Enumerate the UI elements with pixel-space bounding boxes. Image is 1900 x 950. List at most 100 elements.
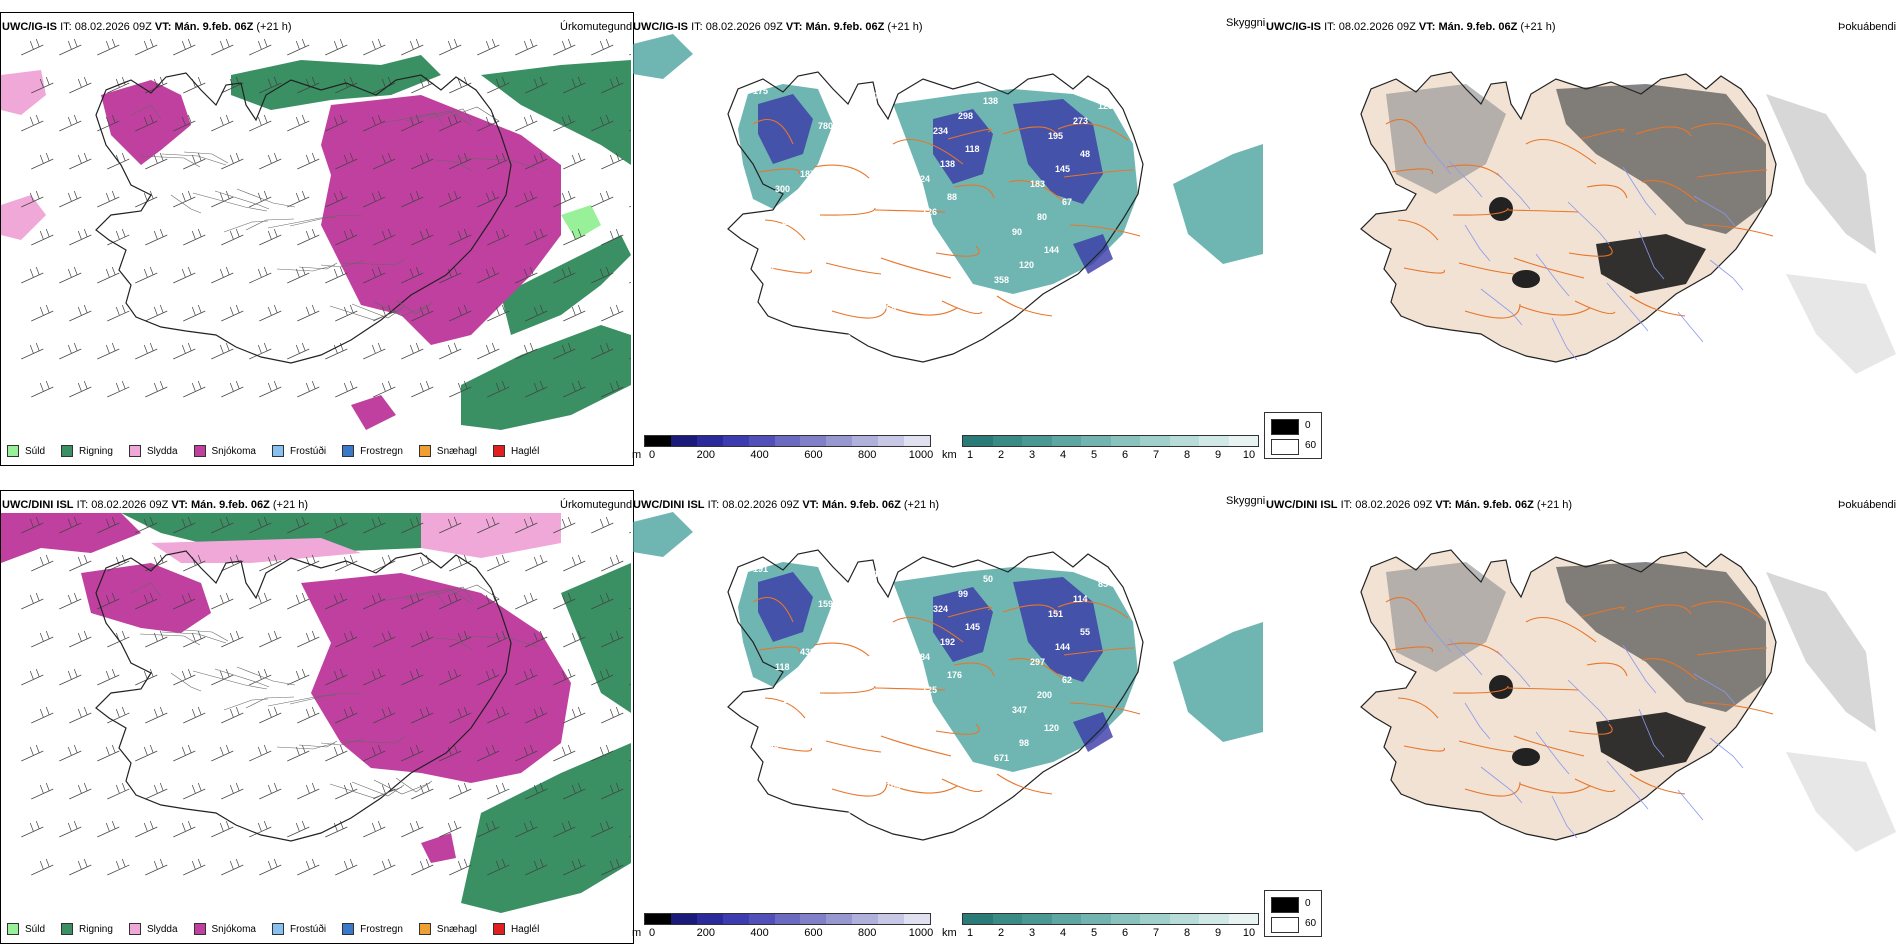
- colorbar-segment: [992, 914, 1022, 924]
- panel-title-vis-0: Skyggni: [1226, 17, 1266, 29]
- model-name: UWC/IG-IS: [1266, 21, 1321, 33]
- visibility-value-label: 509: [976, 323, 991, 333]
- precip-type-panel-1: Súld Rigning Slydda Snjókoma Frostúði Frostre…: [0, 490, 634, 944]
- visibility-value-label: 355: [1001, 308, 1016, 318]
- valid-time: Mán. 9.feb. 06Z: [190, 499, 270, 511]
- fog-key-label: 60: [1305, 918, 1317, 929]
- map-title-1b: UWC/DINI ISL IT: 08.02.2026 09Z VT: Mán.…: [633, 499, 939, 512]
- height-colorbar-0: m 0 200 400 600 800 1000: [632, 435, 934, 465]
- visibility-value-label: 98: [1019, 738, 1029, 748]
- visibility-value-label: 176: [947, 670, 962, 680]
- colorbar-tick: 10: [1242, 449, 1256, 461]
- legend-swatch: [418, 445, 431, 457]
- legend-item: Haglél: [492, 445, 539, 457]
- colorbar-segment: [1051, 914, 1081, 924]
- panel-title-precip-1: Úrkomutegund: [560, 499, 633, 511]
- model-name: UWC/DINI ISL: [1266, 499, 1338, 511]
- height-colorbar-1: m 0 200 400 600 800 1000: [632, 913, 934, 943]
- visibility-value-label: 80: [1037, 212, 1047, 222]
- legend-item: Haglél: [492, 923, 539, 935]
- visibility-value-label: 358: [994, 275, 1009, 285]
- colorbar-tick: 800: [858, 927, 877, 939]
- legend-item: Snjókoma: [193, 923, 256, 935]
- legend-item: Slydda: [128, 923, 178, 935]
- legend-label: Slydda: [146, 445, 178, 457]
- visibility-value-label: 226: [1116, 313, 1131, 323]
- colorbar-segment: [878, 436, 905, 446]
- valid-label: VT:: [1435, 499, 1452, 511]
- issue-time: 08.02.2026 09Z: [91, 499, 169, 511]
- colorbar-segment: [696, 436, 723, 446]
- visibility-value-label: 123: [757, 232, 772, 242]
- visibility-value-label: 48: [1080, 149, 1090, 159]
- legend-label: Snæhagl: [436, 923, 477, 935]
- legend-label: Rigning: [79, 923, 113, 935]
- visibility-value-label: 145: [1055, 164, 1070, 174]
- row-0: Súld Rigning Slydda Snjókoma Frostúði Frostre…: [0, 0, 1900, 470]
- fog-map-1: [1360, 549, 1896, 852]
- visibility-value-label: 178: [782, 695, 797, 705]
- visibility-value-label: 114: [1073, 594, 1088, 604]
- colorbar-segment: [1110, 436, 1140, 446]
- visibility-value-label: 104: [868, 91, 883, 101]
- map-title-1c: UWC/DINI ISL IT: 08.02.2026 09Z VT: Mán.…: [1266, 499, 1572, 512]
- colorbar-tick: 2: [997, 449, 1005, 461]
- visibility-value-label: 145: [965, 622, 980, 632]
- panel-title-fog-1: Þokuábendi: [1838, 499, 1897, 511]
- legend-label: Slydda: [146, 923, 178, 935]
- visibility-value-label: 225: [1091, 328, 1106, 338]
- colorbar-tick: 400: [750, 449, 769, 461]
- visibility-value-label: 695: [897, 700, 912, 710]
- visibility-value-label: 297: [1030, 657, 1045, 667]
- visibility-value-label: 120: [1019, 260, 1034, 270]
- colorbar-segment: [878, 914, 905, 924]
- legend-swatch: [128, 445, 141, 457]
- precip-legend-1: Súld Rigning Slydda Snjókoma Frostúði Frostre…: [7, 923, 555, 935]
- valid-label: VT:: [785, 21, 803, 33]
- visibility-value-label: 159: [818, 599, 833, 609]
- visibility-value-label: 90: [1012, 227, 1022, 237]
- colorbar-strip: [644, 913, 931, 925]
- colorbar-segment: [1169, 436, 1199, 446]
- colorbar-tick: 1000: [908, 927, 934, 939]
- colorbar-segment: [774, 436, 801, 446]
- issue-time: 08.02.2026 09Z: [1355, 499, 1433, 511]
- colorbar-segment: [1169, 914, 1199, 924]
- visibility-value-label: 324: [933, 604, 948, 614]
- visibility-value-label: 67: [1062, 197, 1072, 207]
- visibility-value-label: 102: [1116, 791, 1131, 801]
- fog-key-swatch: [1271, 439, 1299, 455]
- colorbar-tick: 1: [966, 927, 974, 939]
- colorbar-segment: [826, 436, 853, 446]
- visibility-value-label: 148: [764, 743, 779, 753]
- issue-time: 08.02.2026 09Z: [705, 21, 783, 33]
- legend-swatch: [193, 923, 206, 935]
- legend-swatch: [271, 445, 284, 457]
- fog-key-swatch: [1271, 419, 1299, 435]
- visibility-value-label: 159: [897, 222, 912, 232]
- colorbar-segment: [1051, 436, 1081, 446]
- visibility-value-label: 88: [947, 192, 957, 202]
- colorbar-segment: [800, 914, 827, 924]
- colorbar-tick: 1000: [908, 449, 934, 461]
- legend-label: Súld: [25, 923, 46, 935]
- legend-label: Snæhagl: [436, 445, 477, 457]
- fog-key-label: 0: [1305, 420, 1311, 431]
- visibility-value-label: 107: [861, 796, 876, 806]
- colorbar-tick: 2: [997, 927, 1005, 939]
- valid-time: Mán. 9.feb. 06Z: [174, 21, 254, 33]
- visibility-value-label: 69: [951, 338, 961, 348]
- colorbar-strip: [962, 435, 1259, 447]
- colorbar-segment: [748, 914, 775, 924]
- visibility-value-label: 234: [933, 126, 948, 136]
- colorbar-segment: [1228, 436, 1258, 446]
- map-title-0b: UWC/IG-IS IT: 08.02.2026 09Z VT: Mán. 9.…: [633, 21, 923, 34]
- visibility-value-label: 121: [1091, 806, 1106, 816]
- colorbar-strip: [644, 435, 931, 447]
- legend-label: Snjókoma: [211, 445, 256, 457]
- visibility-value-label: 86: [825, 632, 835, 642]
- issue-time: 08.02.2026 09Z: [74, 21, 152, 33]
- legend-item: Rigning: [61, 923, 113, 935]
- colorbar-tick: 6: [1121, 449, 1129, 461]
- colorbar-segment: [992, 436, 1022, 446]
